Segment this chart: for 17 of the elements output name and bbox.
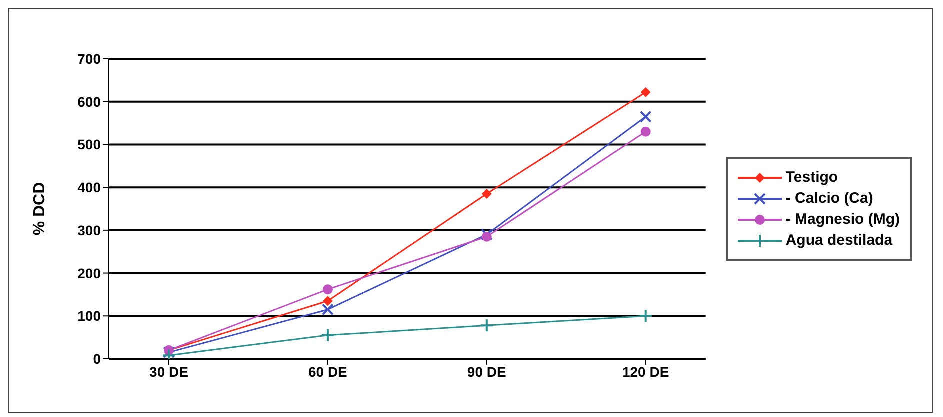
legend-label: - Calcio (Ca) (786, 190, 874, 207)
y-tick-label: 300 (78, 222, 102, 238)
y-tick-label: 0 (93, 350, 102, 367)
legend-label: - Magnesio (Mg) (786, 211, 900, 228)
y-axis-title: % DCD (32, 182, 49, 236)
y-tick-label: 500 (78, 136, 102, 153)
y-tick-label: 100 (78, 308, 102, 324)
y-tick-label: 600 (78, 94, 102, 110)
x-tick-label: 30 DE (150, 364, 188, 380)
x-tick-label: 120 DE (622, 364, 670, 380)
y-tick-label: 200 (78, 265, 102, 282)
legend-label: Testigo (786, 169, 838, 186)
legend-label: Agua destilada (786, 232, 893, 249)
x-tick-label: 60 DE (308, 364, 348, 380)
y-tick-label: 700 (78, 50, 102, 67)
y-tick-label: 400 (78, 180, 102, 196)
x-tick-label: 90 DE (467, 364, 506, 380)
